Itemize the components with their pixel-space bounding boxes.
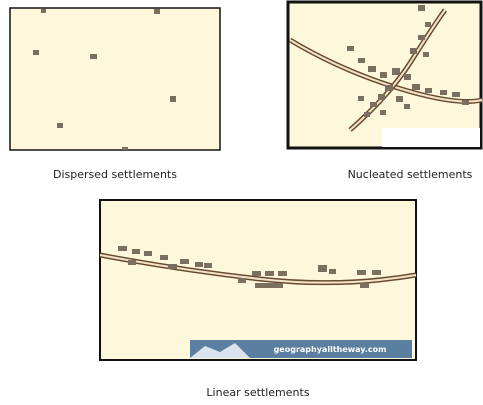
house xyxy=(170,96,176,102)
house xyxy=(418,5,425,11)
house xyxy=(380,72,387,78)
house xyxy=(452,92,460,97)
houses xyxy=(118,246,381,288)
house xyxy=(358,96,364,101)
house xyxy=(118,246,127,251)
house xyxy=(57,123,63,128)
linear-panel: geographyalltheway.com xyxy=(99,199,417,361)
house xyxy=(252,271,261,276)
house xyxy=(357,270,366,275)
house xyxy=(144,251,152,256)
house xyxy=(368,66,376,72)
house xyxy=(372,270,381,275)
house xyxy=(425,22,431,27)
house xyxy=(168,264,177,269)
house xyxy=(370,102,377,107)
house xyxy=(318,265,327,272)
house xyxy=(265,271,274,276)
house xyxy=(180,259,189,264)
house xyxy=(378,94,385,100)
white-strip xyxy=(382,128,480,147)
house xyxy=(128,260,136,265)
caption: Nucleated settlements xyxy=(348,168,473,181)
watermark: geographyalltheway.com xyxy=(190,340,412,358)
caption: Dispersed settlements xyxy=(53,168,177,181)
nucleated-panel xyxy=(286,0,483,150)
house xyxy=(278,271,287,276)
panel-frame xyxy=(9,7,221,151)
house xyxy=(360,283,369,288)
house xyxy=(404,74,411,80)
house xyxy=(425,88,432,93)
houses xyxy=(33,9,176,150)
house xyxy=(423,52,429,57)
house xyxy=(204,263,212,268)
watermark-text: geographyalltheway.com xyxy=(274,345,387,354)
house xyxy=(364,112,370,117)
watermark-mountains xyxy=(190,343,250,358)
road xyxy=(99,254,417,284)
house xyxy=(396,96,403,102)
house xyxy=(412,84,420,90)
house xyxy=(132,249,140,254)
house xyxy=(404,104,410,109)
house xyxy=(418,35,425,40)
house xyxy=(410,48,417,54)
house xyxy=(380,110,386,115)
house xyxy=(238,278,246,283)
caption: Linear settlements xyxy=(206,386,309,399)
house xyxy=(195,262,203,267)
house xyxy=(41,9,46,13)
house xyxy=(255,283,283,288)
house xyxy=(90,54,97,59)
houses xyxy=(347,5,469,117)
house xyxy=(347,46,354,51)
house xyxy=(462,100,469,105)
house xyxy=(122,147,128,150)
house xyxy=(33,50,39,55)
road xyxy=(349,9,446,131)
house xyxy=(160,255,168,260)
dispersed-panel xyxy=(9,7,221,151)
house xyxy=(385,85,393,91)
house xyxy=(392,68,400,75)
house xyxy=(154,9,160,14)
house xyxy=(440,90,447,95)
house xyxy=(329,269,336,274)
house xyxy=(358,58,365,63)
